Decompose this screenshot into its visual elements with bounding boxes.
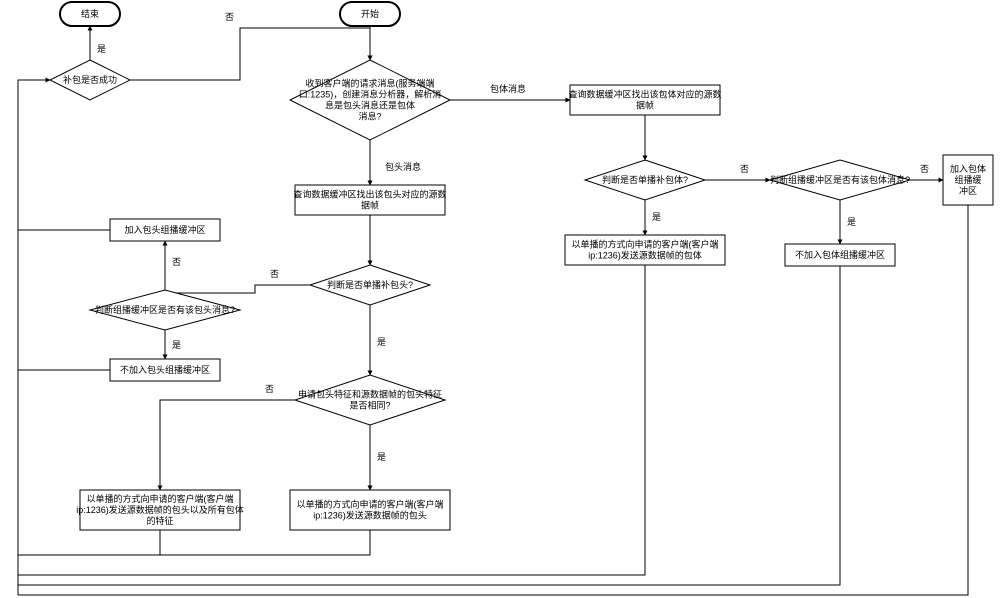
flowchart: 开始 结束补包是否成功 收到客户端的请求消息(服务端端口:1235)，创建消息分析器… xyxy=(0,0,1000,598)
edge-label: 否 xyxy=(270,269,279,279)
svg-text:是否相同?: 是否相同? xyxy=(349,400,390,411)
svg-text:据帧: 据帧 xyxy=(361,200,379,211)
svg-text:查询数据缓冲区找出该包体对应的源数: 查询数据缓冲区找出该包体对应的源数 xyxy=(568,89,721,100)
edge-d_sameFeature-r_sendHeaderAll xyxy=(160,400,295,490)
svg-text:以单播的方式向申请的客户端(客户端: 以单播的方式向申请的客户端(客户端 xyxy=(572,239,719,250)
svg-text:冲区: 冲区 xyxy=(959,185,977,196)
svg-text:加入包头组播缓冲区: 加入包头组播缓冲区 xyxy=(124,224,205,235)
svg-text:以单播的方式向申请的客户端(客户端: 以单播的方式向申请的客户端(客户端 xyxy=(297,499,444,510)
svg-text:不加入包头组播缓冲区: 不加入包头组播缓冲区 xyxy=(120,364,210,375)
svg-text:判断是否单播补包体?: 判断是否单播补包体? xyxy=(602,174,688,185)
svg-text:加入包体: 加入包体 xyxy=(950,163,986,174)
edge-label: 否 xyxy=(740,164,749,174)
edge-r_sendHeader-left_bus xyxy=(18,530,370,555)
svg-text:判断组播缓冲区是否有该包头消息?: 判断组播缓冲区是否有该包头消息? xyxy=(95,304,235,315)
svg-text:组播缓: 组播缓 xyxy=(954,174,981,185)
edge-label: 否 xyxy=(920,164,929,174)
svg-text:收到客户端的请求消息(服务端端: 收到客户端的请求消息(服务端端 xyxy=(306,78,435,89)
svg-text:的特征: 的特征 xyxy=(146,515,173,526)
svg-text:不加入包体组播缓冲区: 不加入包体组播缓冲区 xyxy=(795,249,885,260)
svg-text:查询数据缓冲区找出该包头对应的源数: 查询数据缓冲区找出该包头对应的源数 xyxy=(293,189,446,200)
edge-label: 包体消息 xyxy=(490,83,526,94)
edge-left_bus-d_success xyxy=(18,80,50,595)
svg-text:开始: 开始 xyxy=(361,8,379,19)
edge-d_unicastHeader-d_headerBuffer xyxy=(165,285,310,293)
edge-label: 是 xyxy=(652,212,661,222)
svg-text:ip:1236)发送源数据帧的包头以及所有包体: ip:1236)发送源数据帧的包头以及所有包体 xyxy=(76,504,244,515)
svg-text:结束: 结束 xyxy=(81,8,99,19)
edge-r_sendHeaderAll-left_bus xyxy=(18,530,160,555)
edge-label: 是 xyxy=(377,452,386,462)
svg-text:ip:1236)发送源数据帧的包体: ip:1236)发送源数据帧的包体 xyxy=(588,250,702,261)
edge-label: 是 xyxy=(847,217,856,227)
svg-text:判断组播缓冲区是否有该包体消息?: 判断组播缓冲区是否有该包体消息? xyxy=(770,174,910,185)
edge-label: 否 xyxy=(265,384,274,394)
edge-d_success-d_recv xyxy=(130,28,370,80)
edge-label: 是 xyxy=(97,44,106,54)
edge-label: 否 xyxy=(225,12,234,22)
svg-text:补包是否成功: 补包是否成功 xyxy=(63,74,117,85)
edge-label: 否 xyxy=(172,257,181,267)
svg-text:以单播的方式向申请的客户端(客户端: 以单播的方式向申请的客户端(客户端 xyxy=(87,493,234,504)
svg-text:判断是否单播补包头?: 判断是否单播补包头? xyxy=(327,279,413,290)
svg-text:息是包头消息还是包体: 息是包头消息还是包体 xyxy=(325,100,415,111)
svg-text:据帧: 据帧 xyxy=(636,100,654,111)
svg-text:申请包头特征和源数据帧的包头特征: 申请包头特征和源数据帧的包头特征 xyxy=(298,389,442,400)
edge-label: 是 xyxy=(172,340,181,350)
svg-text:消息?: 消息? xyxy=(358,111,381,122)
svg-text:ip:1236)发送源数据帧的包头: ip:1236)发送源数据帧的包头 xyxy=(313,510,427,521)
svg-text:口:1235)，创建消息分析器，解析消: 口:1235)，创建消息分析器，解析消 xyxy=(299,89,442,100)
edge-label: 是 xyxy=(377,337,386,347)
edge-label: 包头消息 xyxy=(385,161,421,172)
